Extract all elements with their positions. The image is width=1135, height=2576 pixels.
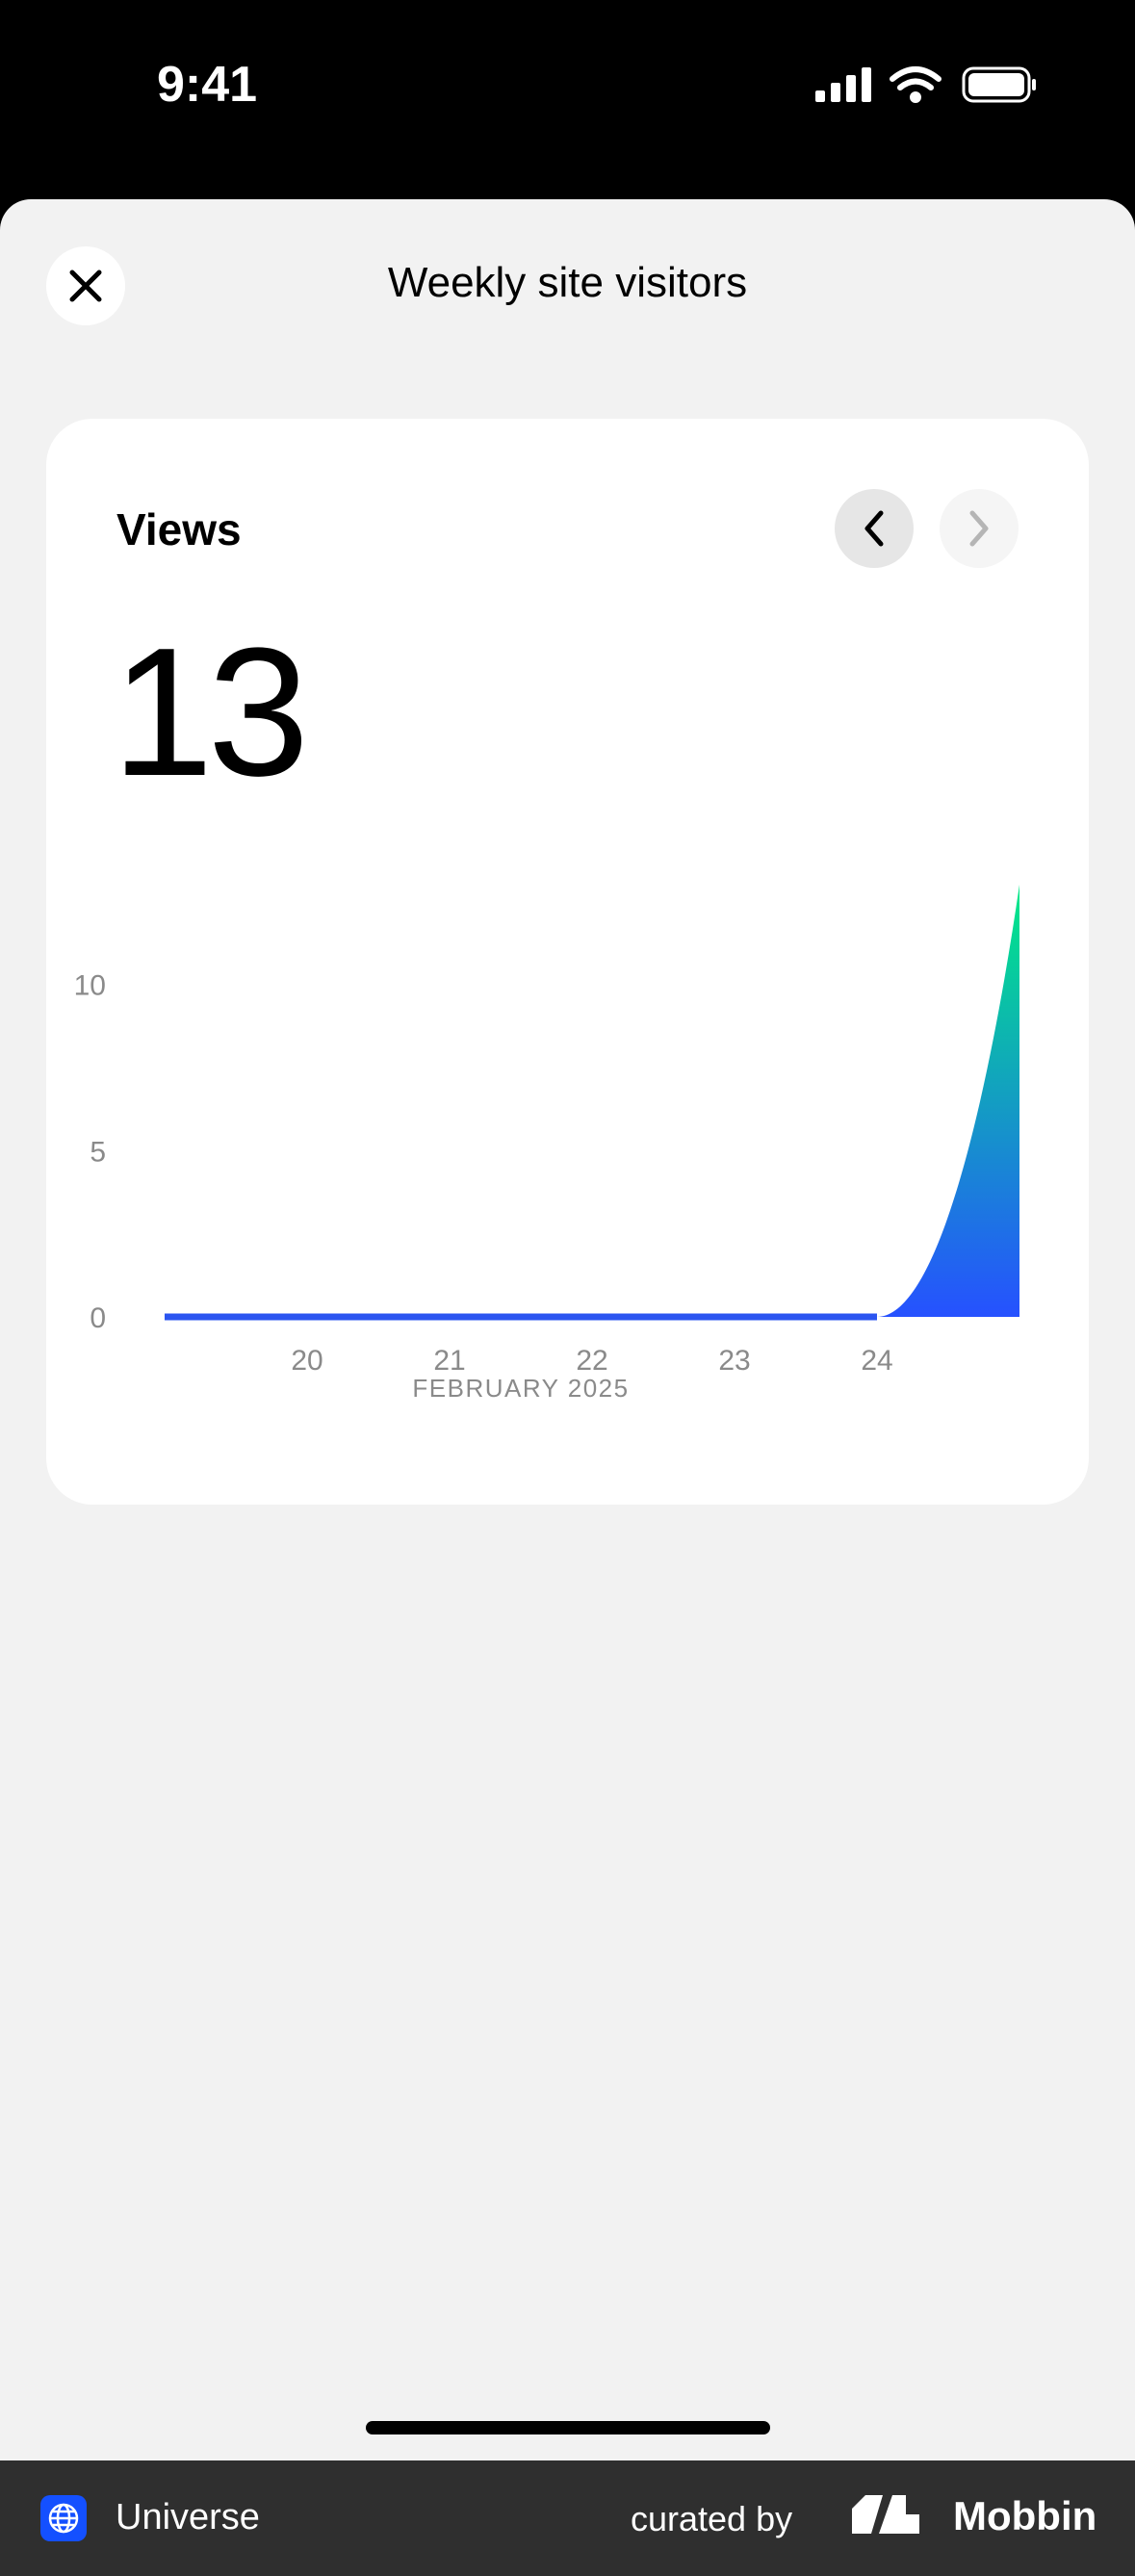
footer-bar: Universe curated by Mobbin <box>0 2460 1135 2576</box>
home-indicator <box>366 2421 770 2434</box>
views-card: Views 13 0 5 10 20 21 22 23 24 FEBRUARY 2025 <box>46 419 1089 1505</box>
chevron-left-icon <box>864 510 884 547</box>
brand-name: Mobbin <box>953 2493 1097 2538</box>
metric-value: 13 <box>112 610 309 814</box>
curated-by-text: curated by <box>631 2499 793 2538</box>
chevron-right-icon <box>969 510 989 547</box>
globe-icon <box>40 2495 87 2541</box>
close-icon <box>69 270 102 302</box>
next-week-button[interactable] <box>940 489 1019 568</box>
views-chart: 0 5 10 20 21 22 23 24 FEBRUARY 2025 <box>74 885 1019 1403</box>
app-name: Universe <box>116 2497 260 2537</box>
x-tick-label: 20 <box>291 1345 322 1377</box>
metric-label: Views <box>116 504 242 554</box>
x-axis-label: FEBRUARY 2025 <box>412 1374 629 1403</box>
y-tick-label: 5 <box>90 1136 106 1168</box>
page-title: Weekly site visitors <box>387 259 748 306</box>
previous-week-button[interactable] <box>835 489 914 568</box>
x-tick-label: 24 <box>861 1345 892 1377</box>
x-tick-label: 23 <box>718 1345 750 1377</box>
area-fill <box>165 885 1019 1317</box>
bottom-sheet: Weekly site visitors Views 13 0 5 10 20 21 22… <box>0 199 1135 2460</box>
wifi-icon <box>890 66 942 103</box>
status-bar: 9:41 <box>0 0 1135 199</box>
mobbin-logo-icon <box>852 2495 919 2534</box>
status-icons <box>815 66 1036 103</box>
y-tick-label: 0 <box>90 1302 106 1334</box>
x-tick-label: 21 <box>433 1345 465 1377</box>
y-tick-label: 10 <box>74 970 106 1002</box>
status-time: 9:41 <box>157 57 258 113</box>
x-tick-label: 22 <box>576 1345 607 1377</box>
close-button[interactable] <box>46 246 125 325</box>
signal-icon <box>815 67 871 102</box>
battery-icon <box>962 66 1036 103</box>
